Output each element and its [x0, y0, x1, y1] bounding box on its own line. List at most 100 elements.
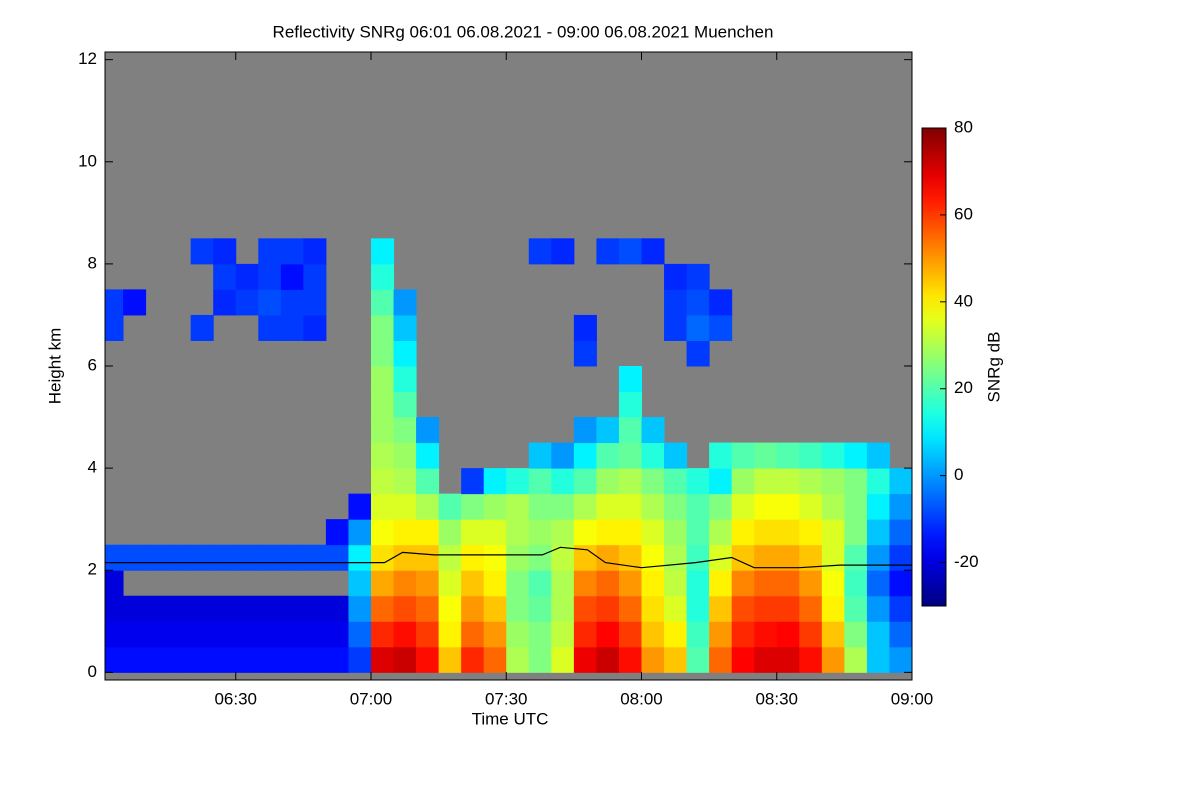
heatmap-cell: [754, 493, 778, 520]
heatmap-cell: [168, 621, 192, 648]
heatmap-cell: [190, 544, 214, 571]
heatmap-cell: [416, 646, 440, 673]
heatmap-cell: [573, 314, 597, 341]
heatmap-cell: [506, 621, 530, 648]
heatmap-cell: [866, 544, 890, 571]
heatmap-cell: [618, 646, 642, 673]
y-tick-label: 8: [88, 253, 97, 272]
heatmap-cell: [641, 238, 665, 265]
heatmap-cell: [348, 519, 372, 546]
heatmap-cell: [866, 595, 890, 622]
heatmap-cell: [551, 544, 575, 571]
y-tick-label: 0: [88, 662, 97, 681]
heatmap-cell: [664, 263, 688, 290]
heatmap-cell: [348, 595, 372, 622]
heatmap-cell: [123, 646, 147, 673]
heatmap-cell: [709, 519, 733, 546]
heatmap-cell: [528, 519, 552, 546]
heatmap-cell: [438, 519, 462, 546]
heatmap-cell: [370, 595, 395, 622]
heatmap-cell: [686, 519, 710, 546]
heatmap-cell: [280, 646, 304, 673]
heatmap-cell: [573, 544, 597, 571]
heatmap-cell: [709, 621, 733, 648]
heatmap-cell: [844, 646, 868, 673]
heatmap-cell: [573, 646, 597, 673]
heatmap-cell: [596, 442, 620, 469]
heatmap-cell: [258, 289, 282, 316]
heatmap-cell: [821, 468, 845, 495]
heatmap-cell: [844, 621, 868, 648]
heatmap-cell: [348, 493, 372, 520]
heatmap-cell: [686, 646, 710, 673]
heatmap-cell: [370, 544, 395, 571]
x-tick-label: 08:30: [755, 689, 798, 708]
heatmap-cell: [123, 544, 147, 571]
y-tick-label: 6: [88, 355, 97, 374]
heatmap-cell: [303, 544, 327, 571]
heatmap-cell: [105, 314, 124, 341]
heatmap-cell: [506, 544, 530, 571]
heatmap-cell: [889, 570, 912, 597]
heatmap-cell: [393, 442, 417, 469]
heatmap-cell: [618, 621, 642, 648]
heatmap: [105, 238, 912, 673]
heatmap-cell: [709, 289, 733, 316]
heatmap-cell: [754, 442, 778, 469]
heatmap-cell: [664, 595, 688, 622]
heatmap-cell: [618, 570, 642, 597]
colorbar-tick-label: 60: [954, 204, 973, 223]
heatmap-cell: [280, 595, 304, 622]
heatmap-cell: [280, 621, 304, 648]
heatmap-cell: [731, 595, 755, 622]
x-tick-label: 07:30: [485, 689, 528, 708]
heatmap-cell: [348, 646, 372, 673]
heatmap-cell: [145, 595, 169, 622]
heatmap-cell: [754, 570, 778, 597]
y-tick-label: 10: [78, 151, 97, 170]
heatmap-cell: [483, 468, 507, 495]
heatmap-cell: [866, 570, 890, 597]
heatmap-cell: [686, 340, 710, 367]
heatmap-cell: [618, 595, 642, 622]
heatmap-cell: [506, 646, 530, 673]
colorbar-tick-label: 80: [954, 117, 973, 136]
heatmap-cell: [821, 621, 845, 648]
heatmap-cell: [235, 544, 259, 571]
heatmap-cell: [664, 493, 688, 520]
heatmap-cell: [461, 468, 485, 495]
x-tick-label: 06:30: [214, 689, 257, 708]
heatmap-cell: [213, 595, 237, 622]
heatmap-cell: [258, 238, 282, 265]
heatmap-cell: [506, 493, 530, 520]
heatmap-cell: [686, 544, 710, 571]
heatmap-cell: [123, 621, 147, 648]
heatmap-cell: [416, 544, 440, 571]
heatmap-cell: [483, 646, 507, 673]
heatmap-cell: [325, 646, 349, 673]
heatmap-cell: [731, 493, 755, 520]
heatmap-cell: [483, 493, 507, 520]
heatmap-cell: [821, 493, 845, 520]
heatmap-cell: [664, 544, 688, 571]
heatmap-cell: [866, 519, 890, 546]
heatmap-cell: [664, 519, 688, 546]
heatmap-cell: [105, 289, 124, 316]
heatmap-cell: [393, 340, 417, 367]
heatmap-cell: [438, 493, 462, 520]
heatmap-cell: [551, 646, 575, 673]
heatmap-cell: [641, 544, 665, 571]
heatmap-cell: [438, 646, 462, 673]
heatmap-cell: [528, 442, 552, 469]
heatmap-cell: [280, 238, 304, 265]
colorbar-tick-label: 40: [954, 291, 973, 310]
heatmap-cell: [370, 238, 395, 265]
heatmap-cell: [393, 468, 417, 495]
heatmap-cell: [416, 468, 440, 495]
heatmap-cell: [799, 621, 823, 648]
heatmap-cell: [754, 621, 778, 648]
heatmap-cell: [370, 570, 395, 597]
heatmap-cell: [618, 468, 642, 495]
heatmap-cell: [709, 544, 733, 571]
heatmap-cell: [258, 621, 282, 648]
